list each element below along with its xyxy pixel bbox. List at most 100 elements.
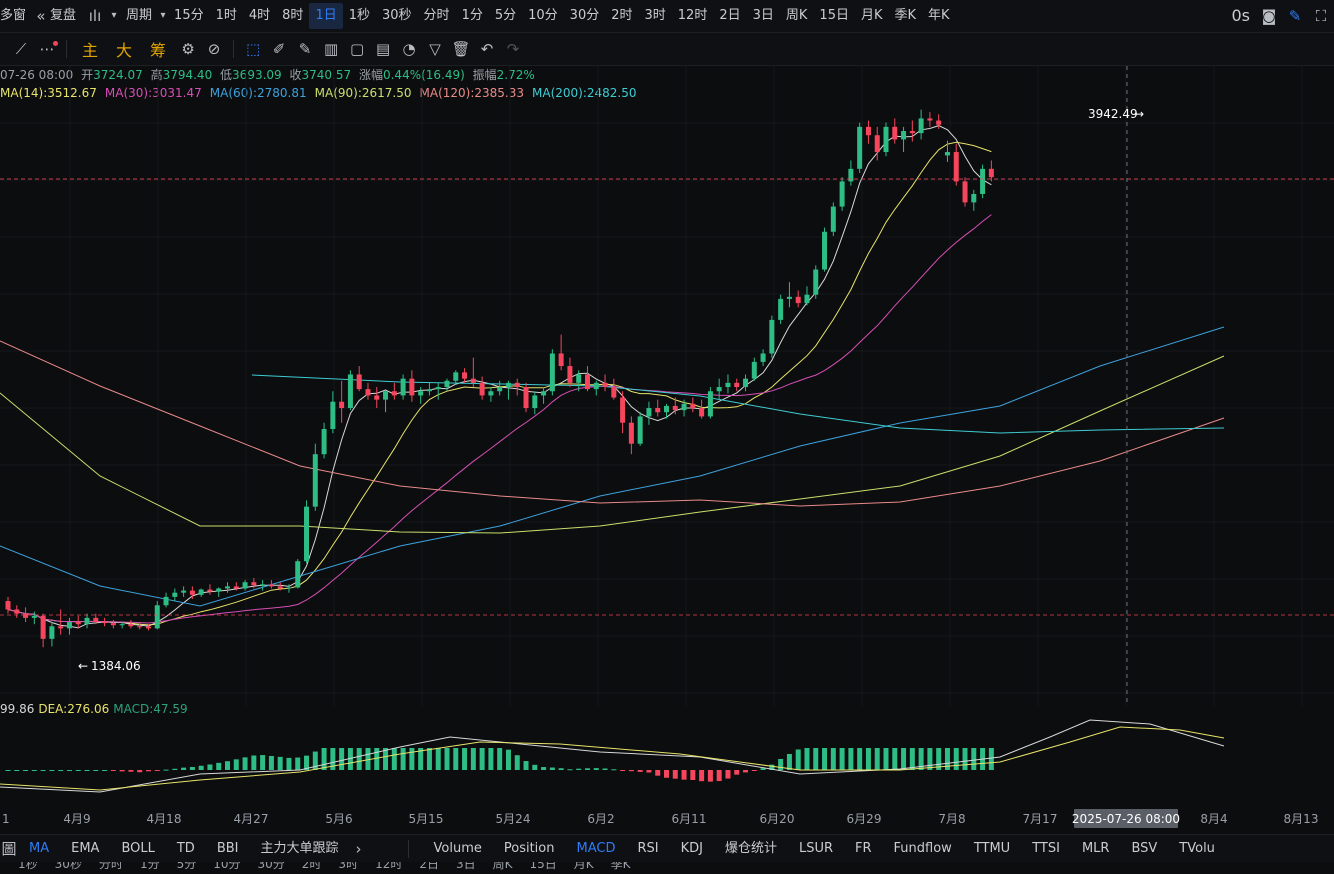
bottom-period-0[interactable]: 1秒 <box>18 862 38 871</box>
chart-type-icon[interactable]: ılı <box>88 7 102 25</box>
candle-body <box>918 118 924 134</box>
bottom-period-14[interactable]: 月K <box>573 862 594 871</box>
indicator-sub-13[interactable]: TVolu <box>1179 841 1215 856</box>
bottom-period-4[interactable]: 5分 <box>176 862 197 871</box>
indicator-sub-4[interactable]: KDJ <box>680 841 703 856</box>
ruler-icon[interactable]: ✐ <box>272 40 286 58</box>
period-3[interactable]: 8时 <box>282 8 304 23</box>
period-5[interactable]: 1秒 <box>348 8 370 23</box>
main-force-button[interactable]: 主 <box>82 41 99 60</box>
change-label: 涨幅 <box>358 68 383 82</box>
indicator-sub-6[interactable]: LSUR <box>798 841 834 856</box>
indicator-main-5[interactable]: 主力大单跟踪 <box>260 841 339 856</box>
period-19[interactable]: 月K <box>860 8 883 23</box>
bottom-period-8[interactable]: 3时 <box>338 862 359 871</box>
lock-icon[interactable]: ▢ <box>349 40 365 58</box>
settings-icon[interactable]: ⚙ <box>181 40 195 58</box>
indicator-main-2[interactable]: BOLL <box>121 841 155 856</box>
indicator-sub-0[interactable]: Volume <box>433 841 482 856</box>
price-chart[interactable]: 3942.49 → ← 1384.06 <box>0 66 1334 706</box>
indicator-sub-1[interactable]: Position <box>503 841 555 856</box>
macd-bar <box>909 748 915 770</box>
candle-body <box>901 131 907 140</box>
magnet-icon[interactable]: ◔ <box>402 40 416 58</box>
bottom-period-15[interactable]: 季K <box>610 862 631 871</box>
period-7[interactable]: 分时 <box>423 8 450 23</box>
period-15[interactable]: 2日 <box>719 8 741 23</box>
indicator-main-1[interactable]: EMA <box>71 841 100 856</box>
fullscreen-icon[interactable]: ⛶ <box>1315 7 1327 25</box>
candles <box>5 109 994 648</box>
replay-button[interactable]: 复盘 <box>50 8 77 23</box>
candle-body <box>40 615 46 639</box>
period-12[interactable]: 2时 <box>611 8 633 23</box>
candle-body <box>119 624 125 626</box>
bottom-period-5[interactable]: 10分 <box>213 862 241 871</box>
macd-chart[interactable] <box>0 712 1334 808</box>
indicator-main-0[interactable]: MA <box>29 841 50 856</box>
big-order-button[interactable]: 大 <box>116 41 133 60</box>
bottom-period-2[interactable]: 分时 <box>98 862 123 871</box>
period-menu-button[interactable]: 周期 <box>126 8 153 23</box>
bottom-period-6[interactable]: 30分 <box>257 862 285 871</box>
candle-body <box>532 395 538 409</box>
redo-icon[interactable]: ↷ <box>506 40 520 58</box>
filter-icon[interactable]: ▽ <box>429 40 441 58</box>
bottom-period-3[interactable]: 1分 <box>139 862 160 871</box>
indicator-sub-9[interactable]: TTMU <box>973 841 1011 856</box>
period-14[interactable]: 12时 <box>677 8 708 23</box>
period-4[interactable]: 1日 <box>309 3 343 29</box>
indicator-sub-5[interactable]: 爆仓统计 <box>724 841 777 856</box>
indicator-sub-2[interactable]: MACD <box>576 841 616 856</box>
trash-icon[interactable]: 🗑 <box>451 40 471 58</box>
camera-icon[interactable]: ◙ <box>1261 7 1277 25</box>
multi-window-button[interactable]: 多窗 <box>0 8 27 23</box>
more-icon[interactable]: ⋯ <box>34 36 60 62</box>
chevron-right-icon[interactable]: › <box>355 840 362 858</box>
period-21[interactable]: 年K <box>928 8 950 23</box>
bottom-period-9[interactable]: 12时 <box>375 862 403 871</box>
note-icon[interactable]: ▤ <box>375 40 391 58</box>
candle-body <box>84 617 90 625</box>
period-2[interactable]: 4时 <box>248 8 271 23</box>
select-icon[interactable]: ⬚ <box>245 40 261 58</box>
chevron-down-icon[interactable]: ▾ <box>111 10 117 21</box>
period-6[interactable]: 30秒 <box>382 8 412 23</box>
macd-bar <box>181 767 187 770</box>
bottom-period-1[interactable]: 30秒 <box>54 862 82 871</box>
candles-icon[interactable]: ▥ <box>323 40 339 58</box>
undo-icon[interactable]: ↶ <box>480 40 494 58</box>
no-draw-icon[interactable]: ⊘ <box>207 40 221 58</box>
indicator-sub-8[interactable]: Fundflow <box>893 841 952 856</box>
period-16[interactable]: 3日 <box>752 8 774 23</box>
period-9[interactable]: 5分 <box>494 8 517 23</box>
period-13[interactable]: 3时 <box>644 8 666 23</box>
bottom-period-10[interactable]: 2日 <box>419 862 439 871</box>
indicator-main-4[interactable]: BBI <box>216 841 239 856</box>
pencil-icon[interactable]: ✎ <box>1288 7 1302 25</box>
bottom-period-7[interactable]: 2时 <box>301 862 322 871</box>
period-8[interactable]: 1分 <box>461 8 483 23</box>
period-17[interactable]: 周K <box>785 8 808 23</box>
period-18[interactable]: 15日 <box>819 8 849 23</box>
trendline-icon[interactable]: ⟋ <box>15 40 27 58</box>
bottom-period-13[interactable]: 15日 <box>529 862 557 871</box>
period-1[interactable]: 1时 <box>215 8 237 23</box>
replay-icon[interactable]: « <box>36 7 46 25</box>
bottom-period-11[interactable]: 3日 <box>455 862 476 871</box>
indicator-sub-12[interactable]: BSV <box>1131 841 1158 856</box>
indicator-sub-11[interactable]: MLR <box>1081 841 1110 856</box>
period-10[interactable]: 10分 <box>528 8 558 23</box>
indicator-main-3[interactable]: TD <box>176 841 195 856</box>
bottom-period-12[interactable]: 周K <box>492 862 513 871</box>
chevron-down-icon[interactable]: ▾ <box>160 10 166 21</box>
indicator-sub-10[interactable]: TTSI <box>1032 841 1060 856</box>
period-0[interactable]: 15分 <box>174 8 204 23</box>
brush-icon[interactable]: ✎ <box>298 40 312 58</box>
indicator-sub-7[interactable]: FR <box>855 841 872 856</box>
chips-button[interactable]: 筹 <box>150 41 167 60</box>
layout-icon[interactable]: 圖 <box>1 840 17 858</box>
indicator-sub-3[interactable]: RSI <box>637 841 659 856</box>
period-20[interactable]: 季K <box>894 8 917 23</box>
period-11[interactable]: 30分 <box>569 8 600 23</box>
